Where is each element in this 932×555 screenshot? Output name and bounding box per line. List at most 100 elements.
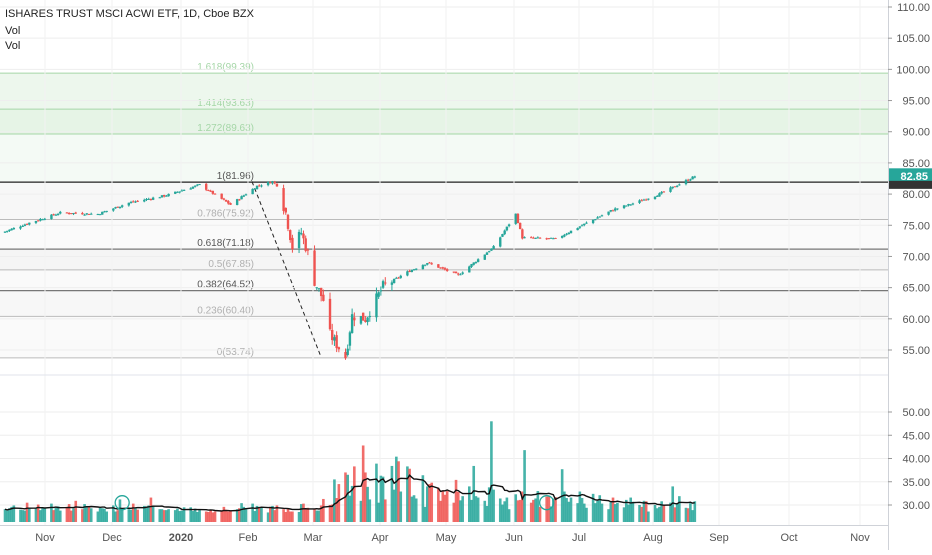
time-axis-bg[interactable]	[0, 525, 888, 550]
candle-body	[611, 210, 615, 212]
volume-bar	[501, 504, 504, 522]
volume-bar	[41, 507, 44, 522]
volume-bar	[673, 507, 677, 522]
volume-bar	[176, 508, 179, 522]
candle-body	[660, 191, 663, 194]
candle-body	[596, 217, 599, 219]
volume-bar	[414, 498, 418, 522]
volume-bar	[353, 466, 356, 522]
volume-bar	[328, 505, 332, 522]
candle-body	[271, 181, 274, 184]
candle-body	[333, 337, 336, 341]
candle-body	[240, 196, 243, 200]
candle-body	[36, 220, 40, 222]
candle-body	[23, 224, 27, 226]
volume-bar	[224, 509, 228, 522]
time-tick-label: Nov	[850, 532, 870, 544]
volume-bar	[640, 506, 644, 522]
candle-body	[67, 213, 71, 215]
candle-body	[585, 222, 588, 224]
candle-body	[576, 228, 579, 231]
candle-body	[578, 226, 582, 228]
volume-bar	[624, 499, 628, 522]
candle-body	[523, 237, 526, 239]
price-axis-bg[interactable]	[888, 0, 932, 550]
price-tick-label: 55.00	[902, 345, 930, 357]
volume-bar	[286, 508, 290, 522]
candle-body	[209, 190, 212, 192]
candle-body	[319, 287, 323, 297]
volume-bar	[660, 501, 663, 522]
volume-bar	[421, 475, 425, 522]
candle-body	[196, 184, 199, 186]
volume-bar	[616, 502, 619, 522]
volume-bar	[644, 501, 648, 522]
candle-body	[229, 203, 232, 205]
candle-body	[302, 233, 305, 239]
candle-body	[136, 200, 139, 202]
candle-body	[149, 199, 153, 201]
volume-bar	[498, 498, 502, 522]
volume-bar	[337, 484, 341, 522]
volume-bar	[83, 504, 86, 522]
price-tick-label: 90.00	[902, 127, 930, 139]
volume-bar	[131, 503, 135, 522]
volume-bar	[196, 511, 199, 522]
volume-bar	[600, 503, 604, 522]
candle-body	[59, 211, 62, 214]
candle-body	[673, 186, 677, 188]
candle-body	[315, 287, 318, 289]
volume-bar	[669, 502, 672, 522]
candle-body	[653, 196, 657, 200]
candle-body	[472, 262, 475, 265]
volume-bar	[678, 496, 681, 522]
volume-bar	[81, 509, 84, 522]
candle-body	[470, 264, 473, 267]
volume-bar	[87, 506, 91, 522]
volume-bar	[304, 509, 307, 522]
volume-bar	[5, 510, 9, 522]
candle-body	[178, 191, 181, 193]
volume-bar	[129, 509, 133, 522]
fibonacci-retracement[interactable]: 1.618(99.39) 1.414(93.63) 1.272(89.63) 1(81…	[0, 62, 888, 359]
volume-bar	[178, 511, 181, 522]
candle-body	[335, 335, 338, 349]
candle-body	[629, 204, 632, 206]
volume-bar	[235, 509, 239, 522]
price-tick-label: 80.00	[902, 189, 930, 201]
volume-bar	[536, 491, 540, 522]
volume-tick-label: 40.00	[902, 454, 930, 466]
candle-body	[269, 182, 272, 184]
candle-body	[488, 251, 491, 253]
fib-level-label: 0.786(75.92)	[197, 209, 254, 220]
candle-body	[74, 212, 77, 214]
candle-body	[658, 193, 661, 197]
price-tag-bg[interactable]	[889, 168, 932, 184]
candle-body	[563, 234, 566, 237]
candle-body	[691, 176, 694, 180]
candle-body	[607, 211, 610, 215]
volume-bar	[532, 499, 535, 522]
volume-bar	[165, 510, 168, 522]
volume-bar	[445, 491, 449, 522]
candle-body	[300, 233, 303, 235]
fib-level-label: 1.272(89.63)	[197, 123, 254, 134]
candle-body	[583, 223, 586, 226]
candle-body	[410, 270, 414, 273]
candle-body	[286, 214, 290, 229]
volume-bar	[21, 510, 24, 522]
candle-body	[366, 317, 369, 323]
volume-bar	[691, 510, 694, 522]
price-tick-label: 105.00	[896, 33, 930, 45]
candle-body	[379, 290, 383, 292]
candle-body	[105, 210, 108, 212]
volume-bar	[377, 502, 380, 522]
volume-bar	[3, 509, 7, 522]
volume-bars	[3, 421, 697, 522]
volume-bar	[359, 500, 363, 522]
candle-body	[165, 195, 168, 197]
candle-body	[275, 183, 279, 187]
